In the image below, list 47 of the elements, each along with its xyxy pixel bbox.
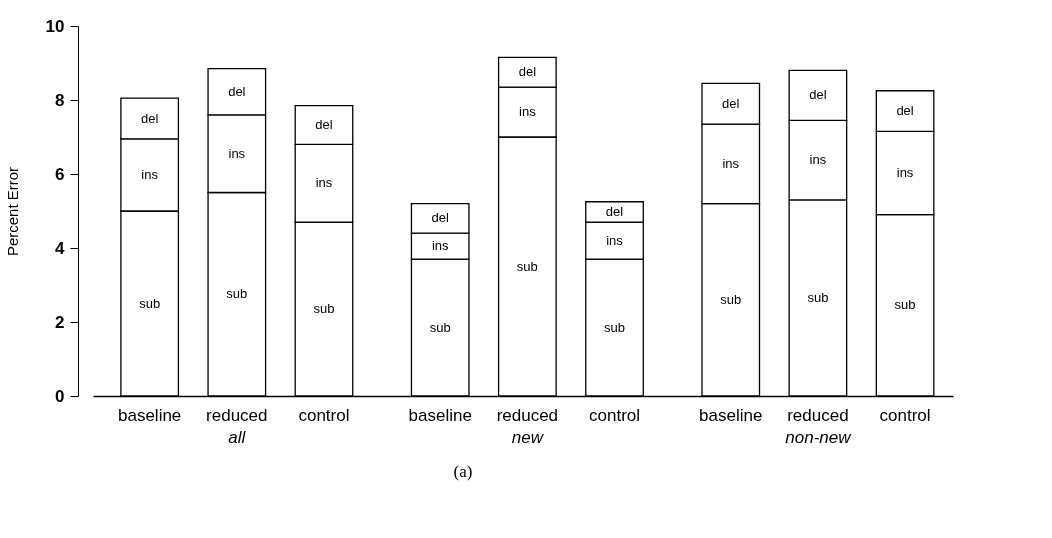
y-tick-label: 2 bbox=[55, 312, 65, 332]
text: sub bbox=[429, 319, 451, 335]
text: ins bbox=[315, 175, 333, 191]
y-tick-label: 0 bbox=[55, 386, 65, 406]
text: ins bbox=[722, 155, 740, 171]
text: del bbox=[722, 95, 740, 111]
x-tick-label: reduced bbox=[206, 406, 268, 425]
x-tick-label: reduced bbox=[496, 406, 559, 425]
text: sub bbox=[313, 301, 335, 317]
x-tick-label: control bbox=[298, 406, 350, 425]
text: ins bbox=[809, 152, 827, 168]
text: sub bbox=[139, 295, 161, 311]
text: sub bbox=[720, 291, 742, 307]
text: sub bbox=[516, 258, 538, 274]
x-tick-label: reduced bbox=[787, 406, 849, 425]
series-label: ins bbox=[431, 238, 449, 254]
x-tick-label: baseline bbox=[117, 406, 182, 425]
x-tick-label: control bbox=[879, 406, 931, 425]
text: del bbox=[228, 83, 246, 99]
text: new bbox=[511, 428, 545, 447]
text: del bbox=[518, 64, 537, 80]
text: ins bbox=[606, 232, 623, 248]
y-tick-label: 8 bbox=[55, 90, 65, 110]
text: ins bbox=[141, 166, 158, 182]
text: del bbox=[315, 116, 333, 132]
series-label: del bbox=[605, 203, 624, 219]
text: del bbox=[140, 110, 159, 126]
y-tick-label: 6 bbox=[55, 164, 65, 184]
text: non-new bbox=[785, 428, 853, 447]
y-tick-label: 4 bbox=[55, 238, 66, 258]
text: ins bbox=[896, 165, 914, 181]
text: del bbox=[896, 103, 914, 119]
x-tick-label: baseline bbox=[699, 406, 763, 425]
text: (a) bbox=[453, 462, 473, 481]
text: del bbox=[809, 87, 827, 103]
text: all bbox=[228, 428, 247, 447]
text: sub bbox=[226, 286, 248, 302]
y-axis-title: Percent Error bbox=[3, 166, 21, 257]
text: ins bbox=[519, 104, 536, 120]
x-tick-label: control bbox=[589, 406, 641, 425]
text: ins bbox=[228, 145, 246, 161]
text: del bbox=[431, 210, 449, 226]
series-label: sub bbox=[807, 289, 829, 305]
text: sub bbox=[604, 319, 625, 335]
x-tick-label: baseline bbox=[408, 406, 472, 425]
y-tick-label: 10 bbox=[45, 16, 65, 36]
text: sub bbox=[894, 297, 916, 313]
